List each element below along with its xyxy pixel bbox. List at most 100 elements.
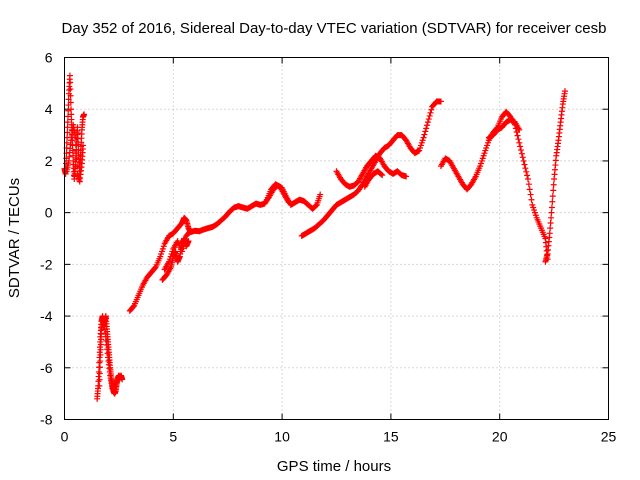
data-point [549, 193, 556, 200]
data-point [73, 149, 80, 156]
data-point [549, 198, 556, 205]
y-axis-label: SDTVAR / TECUs [6, 178, 23, 298]
data-point [378, 171, 385, 178]
data-point [520, 157, 527, 164]
data-point [516, 126, 523, 133]
data-point [317, 191, 324, 198]
data-point [525, 181, 532, 188]
data-point [72, 134, 79, 141]
data-point [514, 132, 521, 139]
data-point [97, 358, 104, 365]
data-point [523, 168, 530, 175]
data-point [98, 331, 105, 338]
data-point [180, 242, 187, 249]
data-point [524, 176, 531, 183]
data-point [187, 227, 194, 234]
data-point [427, 109, 434, 116]
data-point [67, 92, 74, 99]
data-point [186, 228, 193, 235]
data-point [426, 112, 433, 119]
data-point [97, 341, 104, 348]
data-point [72, 141, 79, 148]
data-point [547, 219, 554, 226]
data-point [422, 128, 429, 135]
data-point [96, 376, 103, 383]
data-point [97, 351, 104, 358]
data-point [428, 106, 435, 113]
data-point [424, 119, 431, 126]
data-point [518, 150, 525, 157]
data-point [518, 147, 525, 154]
x-tick-label: 15 [383, 429, 399, 445]
data-point [515, 136, 522, 143]
data-point [179, 248, 186, 255]
data-point [81, 111, 88, 118]
data-point [68, 111, 75, 118]
axis-ticks: 0 5 10 15 20 25 -8 -6 -4 -2 0 2 4 6 [40, 50, 616, 445]
y-tick-label: 4 [45, 101, 53, 117]
data-point [420, 134, 427, 141]
chart-title: Day 352 of 2016, Sidereal Day-to-day VTE… [62, 20, 607, 37]
data-points [61, 72, 568, 402]
data-point [68, 106, 75, 113]
data-point [550, 187, 557, 194]
data-point [522, 165, 529, 172]
data-point [517, 143, 524, 150]
data-point [181, 239, 188, 246]
data-point [403, 173, 410, 180]
data-point [421, 131, 428, 138]
data-point [152, 264, 159, 271]
data-point [528, 196, 535, 203]
data-point [96, 370, 103, 377]
data-point [97, 346, 104, 353]
x-tick-label: 0 [61, 429, 69, 445]
data-point [547, 225, 554, 232]
data-point [550, 181, 557, 188]
data-point [96, 382, 103, 389]
data-point [379, 172, 386, 179]
x-tick-label: 20 [492, 429, 508, 445]
x-axis-label: GPS time / hours [277, 458, 391, 475]
data-point [64, 119, 71, 126]
data-point [516, 139, 523, 146]
data-point [130, 303, 137, 310]
data-point [548, 214, 555, 221]
data-point [64, 129, 71, 136]
x-tick-label: 25 [601, 429, 617, 445]
data-point [73, 156, 80, 163]
data-point [561, 88, 568, 95]
data-point [424, 122, 431, 129]
data-point [65, 96, 72, 103]
y-tick-label: 2 [45, 153, 53, 169]
y-tick-label: -6 [40, 360, 53, 376]
data-point [527, 191, 534, 198]
data-point [66, 72, 73, 79]
data-point [79, 142, 86, 149]
data-point [425, 116, 432, 123]
data-point [64, 113, 71, 120]
data-point [98, 336, 105, 343]
data-point [67, 86, 74, 93]
data-point [185, 238, 192, 245]
grid-lines [64, 57, 609, 420]
data-point [526, 186, 533, 193]
y-tick-label: -2 [40, 256, 53, 272]
x-tick-label: 5 [169, 429, 177, 445]
y-tick-label: -8 [40, 412, 53, 428]
data-point [546, 230, 553, 237]
data-point [67, 99, 74, 106]
data-point [521, 161, 528, 168]
y-tick-label: 6 [45, 50, 53, 66]
y-tick-label: -4 [40, 308, 53, 324]
plot-frame [64, 57, 609, 420]
data-point [119, 376, 126, 383]
data-point [548, 209, 555, 216]
data-point [285, 199, 292, 206]
data-point [182, 236, 189, 243]
data-point [68, 116, 75, 123]
y-tick-label: 0 [45, 205, 53, 221]
data-point [111, 380, 118, 387]
data-point [67, 79, 74, 86]
data-point [437, 98, 444, 105]
